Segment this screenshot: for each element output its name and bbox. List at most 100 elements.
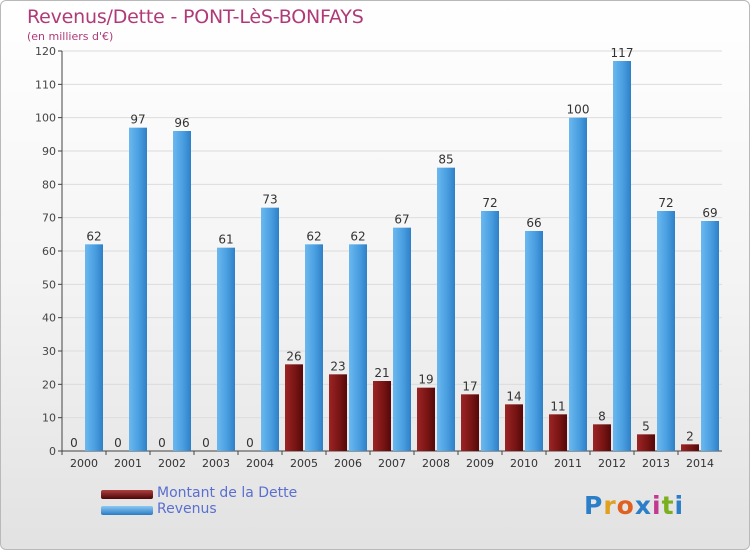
- data-label-dette: 19: [418, 373, 433, 387]
- data-label-dette: 0: [158, 436, 166, 450]
- data-label-revenus: 62: [306, 229, 321, 243]
- y-tick-label: 0: [49, 445, 56, 458]
- bar-revenus: [393, 227, 411, 451]
- x-tick-label: 2004: [246, 457, 274, 470]
- data-label-dette: 14: [506, 389, 521, 403]
- bar-revenus: [613, 61, 631, 451]
- legend-label-dette: Montant de la Dette: [157, 485, 298, 501]
- x-tick-label: 2012: [598, 457, 626, 470]
- bar-revenus: [349, 244, 367, 451]
- bar-revenus: [85, 244, 103, 451]
- bar-revenus: [569, 117, 587, 452]
- data-label-revenus: 97: [130, 113, 145, 127]
- x-tick-label: 2003: [202, 457, 230, 470]
- data-label-dette: 0: [70, 436, 78, 450]
- data-label-revenus: 72: [482, 196, 497, 210]
- bar-revenus: [217, 247, 235, 451]
- y-tick-label: 50: [42, 278, 56, 291]
- bar-dette: [637, 434, 655, 451]
- proxiti-logo: Proxiti: [584, 491, 684, 520]
- bar-dette: [373, 381, 391, 451]
- data-label-revenus: 66: [526, 216, 541, 230]
- bar-dette: [681, 444, 699, 451]
- x-tick-label: 2014: [686, 457, 714, 470]
- logo-letter: P: [584, 491, 604, 520]
- legend-swatch-revenus: [101, 506, 153, 515]
- x-tick-label: 2007: [378, 457, 406, 470]
- y-tick-label: 80: [42, 178, 56, 191]
- legend-swatch-dette: [101, 490, 153, 499]
- chart-title: Revenus/Dette - PONT-LèS-BONFAYS: [27, 6, 364, 28]
- y-tick-label: 90: [42, 145, 56, 158]
- data-label-dette: 0: [114, 436, 122, 450]
- y-tick-label: 40: [42, 312, 56, 325]
- data-label-dette: 21: [374, 366, 389, 380]
- y-tick-label: 100: [35, 112, 56, 125]
- data-label-revenus: 72: [658, 196, 673, 210]
- data-label-revenus: 67: [394, 213, 409, 227]
- y-tick-label: 60: [42, 245, 56, 258]
- data-label-revenus: 62: [86, 229, 101, 243]
- x-tick-label: 2001: [114, 457, 142, 470]
- logo-letter: o: [616, 491, 635, 520]
- x-tick-label: 2006: [334, 457, 362, 470]
- logo-letter: r: [603, 491, 617, 520]
- x-tick-label: 2009: [466, 457, 494, 470]
- legend-item-dette: Montant de la Dette: [101, 485, 361, 503]
- x-tick-label: 2013: [642, 457, 670, 470]
- data-label-revenus: 100: [567, 103, 590, 117]
- data-label-revenus: 73: [262, 193, 277, 207]
- bar-dette: [549, 414, 567, 451]
- data-label-revenus: 117: [611, 46, 634, 60]
- y-tick-label: 20: [42, 378, 56, 391]
- bar-dette: [593, 424, 611, 451]
- logo-letter: t: [661, 491, 675, 520]
- x-tick-label: 2002: [158, 457, 186, 470]
- y-tick-label: 120: [35, 45, 56, 58]
- data-label-dette: 0: [202, 436, 210, 450]
- chart-subtitle: (en milliers d'€): [27, 30, 114, 43]
- bar-dette: [285, 364, 303, 451]
- bar-dette: [505, 404, 523, 451]
- data-label-revenus: 69: [702, 206, 717, 220]
- bar-revenus: [701, 221, 719, 451]
- logo-letter: i: [674, 491, 685, 520]
- bar-dette: [461, 394, 479, 451]
- data-label-dette: 2: [686, 429, 694, 443]
- data-label-revenus: 96: [174, 116, 189, 130]
- data-label-dette: 11: [550, 399, 565, 413]
- legend-item-revenus: Revenus: [101, 501, 361, 519]
- bar-revenus: [437, 167, 455, 451]
- bar-revenus: [657, 211, 675, 451]
- y-tick-label: 70: [42, 212, 56, 225]
- data-label-dette: 0: [246, 436, 254, 450]
- bar-revenus: [173, 131, 191, 451]
- data-label-revenus: 85: [438, 153, 453, 167]
- legend-label-revenus: Revenus: [157, 501, 217, 517]
- y-tick-label: 10: [42, 412, 56, 425]
- bar-revenus: [525, 231, 543, 451]
- data-label-dette: 26: [286, 349, 301, 363]
- data-label-dette: 8: [598, 409, 606, 423]
- bar-revenus: [481, 211, 499, 451]
- bar-revenus: [261, 207, 279, 451]
- bar-dette: [329, 374, 347, 451]
- logo-letter: x: [634, 491, 652, 520]
- y-tick-label: 30: [42, 345, 56, 358]
- y-tick-label: 110: [35, 78, 56, 91]
- bar-revenus: [129, 127, 147, 452]
- x-tick-label: 2008: [422, 457, 450, 470]
- data-label-revenus: 62: [350, 229, 365, 243]
- legend: Montant de la Dette Revenus: [101, 485, 361, 519]
- x-tick-label: 2000: [70, 457, 98, 470]
- bar-revenus: [305, 244, 323, 451]
- data-label-dette: 23: [330, 359, 345, 373]
- data-label-dette: 5: [642, 419, 650, 433]
- bar-dette: [417, 387, 435, 451]
- x-tick-label: 2005: [290, 457, 318, 470]
- x-tick-label: 2011: [554, 457, 582, 470]
- data-label-dette: 17: [462, 379, 477, 393]
- data-label-revenus: 61: [218, 233, 233, 247]
